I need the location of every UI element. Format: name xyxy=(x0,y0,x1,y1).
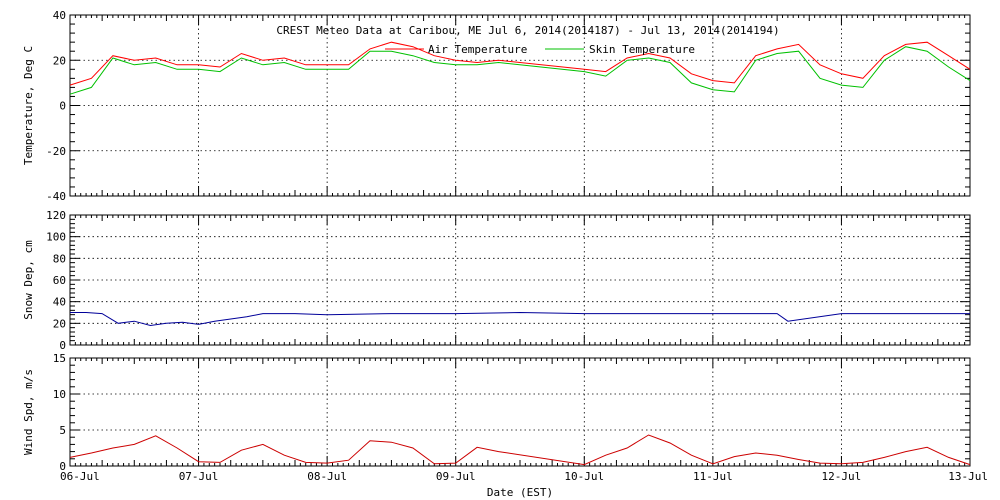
x-tick-label: 10-Jul xyxy=(564,470,604,483)
y-tick-label: 80 xyxy=(53,252,66,265)
y-tick-label: 10 xyxy=(53,388,66,401)
y-tick-label: 15 xyxy=(53,352,66,365)
skin-temperature-line xyxy=(69,46,971,95)
y-tick-label: -20 xyxy=(46,145,66,158)
x-axis-label: Date (EST) xyxy=(487,486,553,499)
series-line-2-0 xyxy=(69,434,971,466)
y-tick-label: 0 xyxy=(59,339,66,352)
x-tick-label: 11-Jul xyxy=(693,470,733,483)
y-tick-label: -40 xyxy=(46,190,66,203)
series-line-1-0 xyxy=(70,311,970,327)
legend-label-skin-temperature: Skin Temperature xyxy=(589,43,695,56)
snow-depth-panel: 0 20 40 60 80 100 120 Snow Dep, cm xyxy=(22,209,971,352)
x-tick-label: 09-Jul xyxy=(436,470,476,483)
x-tick-label: 07-Jul xyxy=(179,470,219,483)
wind-speed-panel: 0 5 10 15 Wind Spd, m/s 06-Jul 07-Jul 08-Jul 09-… xyxy=(22,352,988,483)
y-tick-label: 40 xyxy=(53,296,66,309)
y-tick-label: 120 xyxy=(46,209,66,222)
chart-title: CREST Meteo Data at Caribou, ME Jul 6, 2… xyxy=(276,24,779,37)
x-tick-label: 08-Jul xyxy=(307,470,347,483)
y-tick-label: 20 xyxy=(53,317,66,330)
legend-label-air-temperature: Air Temperature xyxy=(428,43,527,56)
legend: Air Temperature Skin Temperature xyxy=(385,43,695,56)
y-axis-label: Temperature, Deg C xyxy=(22,46,35,165)
y-axis-label: Snow Dep, cm xyxy=(22,240,35,320)
y-tick-label: 100 xyxy=(46,231,66,244)
x-tick-label: 13-Jul xyxy=(948,470,988,483)
y-tick-label: 20 xyxy=(53,54,66,67)
x-tick-label: 12-Jul xyxy=(822,470,862,483)
y-axis-label: Wind Spd, m/s xyxy=(22,369,35,455)
temperature-panel: -40 -20 0 20 40 Temperature, Deg C xyxy=(22,9,971,203)
y-tick-label: 0 xyxy=(59,100,66,113)
air-temperature-line xyxy=(69,41,971,86)
x-tick-label: 06-Jul xyxy=(60,470,100,483)
plot-frame xyxy=(69,357,971,467)
y-tick-label: 5 xyxy=(59,424,66,437)
y-tick-label: 60 xyxy=(53,274,66,287)
y-tick-label: 0 xyxy=(59,460,66,473)
y-tick-label: 40 xyxy=(53,9,66,22)
